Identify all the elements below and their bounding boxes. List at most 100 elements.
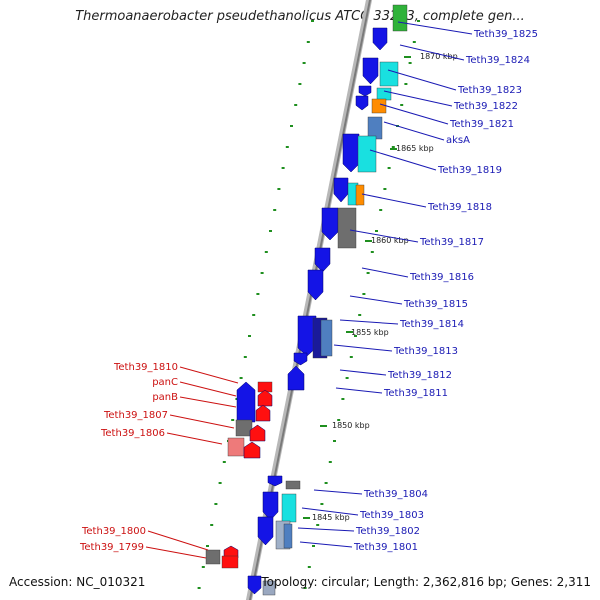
tick-mark [370,251,374,253]
reverse-gene-label[interactable]: Teth39_1800 [81,526,146,537]
gene-arrow[interactable] [257,389,273,407]
reverse-gene-label[interactable]: Teth39_1810 [113,362,178,373]
tick-mark [290,125,293,127]
tick-mark [298,83,302,85]
forward-gene-label[interactable]: Teth39_1815 [403,299,468,310]
gene-block[interactable] [227,437,245,457]
leader-line [166,432,223,445]
gene-block[interactable] [376,87,392,101]
gene-block[interactable] [285,480,301,490]
reverse-gene-label[interactable]: panC [152,377,178,388]
reverse-gene-label[interactable]: panB [152,392,178,403]
leader-line [361,267,409,278]
tick-mark [337,419,341,421]
forward-gene-label[interactable]: Teth39_1824 [465,55,530,66]
leader-line [379,103,449,125]
gene-arrow[interactable] [342,133,360,173]
forward-gene-label[interactable]: Teth39_1814 [399,319,464,330]
gene-arrow[interactable] [243,441,261,459]
leader-line [399,44,465,61]
tick-mark [349,356,353,358]
gene-arrow[interactable] [257,516,274,546]
forward-gene-label[interactable]: Teth39_1811 [383,388,448,399]
leader-line [383,90,453,107]
tick-mark [316,524,320,526]
tick-mark [252,314,256,316]
gene-features [205,4,408,596]
tick-mark [312,545,315,547]
gene-block[interactable] [355,184,365,206]
gene-arrow[interactable] [307,269,324,301]
tick-mark [341,398,345,400]
gene-block[interactable] [337,207,357,249]
tick-mark [311,20,314,22]
tick-mark [354,335,357,337]
forward-gene-label[interactable]: Teth39_1812 [387,370,452,381]
forward-gene-label[interactable]: Teth39_1822 [453,101,518,112]
gene-arrow[interactable] [314,247,331,273]
gene-arrow[interactable] [262,491,279,521]
leader-line [349,295,403,305]
tick-mark [231,419,235,421]
gene-block[interactable] [367,116,383,140]
leader-line [179,381,237,397]
gene-arrow[interactable] [255,404,271,422]
gene-block[interactable] [283,523,293,549]
forward-gene-label[interactable]: Teth39_1813 [393,346,458,357]
forward-gene-label[interactable]: Teth39_1816 [409,272,474,283]
forward-gene-label[interactable]: Teth39_1804 [363,489,428,500]
gene-block[interactable] [379,61,399,87]
gene-arrow[interactable] [236,381,256,423]
tick-mark [206,545,209,547]
gene-block[interactable] [221,555,239,569]
gene-block[interactable] [357,135,377,173]
forward-gene-label[interactable]: Teth39_1802 [355,526,420,537]
gene-block[interactable] [235,419,253,437]
gene-arrow[interactable] [333,177,349,203]
leader-line [297,527,355,532]
gene-block[interactable] [281,493,297,523]
forward-gene-label[interactable]: Teth39_1819 [437,165,502,176]
gene-arrow[interactable] [249,424,266,442]
gene-block[interactable] [262,580,276,596]
gene-block[interactable] [320,319,333,357]
reverse-gene-label[interactable]: Teth39_1807 [103,410,168,421]
gene-block[interactable] [205,549,221,565]
gene-arrow[interactable] [293,352,308,366]
gene-arrow[interactable] [362,57,379,85]
forward-gene-label[interactable]: Teth39_1823 [457,85,522,96]
gene-arrow[interactable] [297,315,317,357]
tick-mark [256,293,260,295]
kbp-marker-label: 1860 kbp [371,236,409,245]
forward-gene-label[interactable]: Teth39_1803 [359,510,424,521]
gene-arrow[interactable] [247,575,262,595]
tick-mark [218,482,222,484]
major-tick [320,425,327,427]
gene-arrow[interactable] [358,85,372,97]
tick-mark [358,314,362,316]
tick-mark [281,167,285,169]
forward-gene-label[interactable]: Teth39_1821 [449,119,514,130]
reverse-gene-label[interactable]: Teth39_1806 [100,428,165,439]
tick-mark [302,62,306,64]
forward-gene-label[interactable]: Teth39_1825 [473,29,538,40]
gene-arrow[interactable] [372,27,388,51]
tick-mark [320,503,324,505]
gene-block[interactable] [392,4,408,32]
forward-gene-label[interactable]: aksA [446,135,470,146]
forward-gene-label[interactable]: Teth39_1818 [427,202,492,213]
gene-arrow[interactable] [355,95,369,111]
reverse-gene-label[interactable]: Teth39_1799 [79,542,144,553]
leader-line [397,21,473,35]
gene-arrow[interactable] [287,365,305,391]
tick-mark [400,104,404,106]
tick-mark [277,188,281,190]
leader-line [169,414,235,429]
gene-block[interactable] [371,98,387,114]
gene-arrow[interactable] [267,475,283,487]
tick-mark [248,335,251,337]
gene-arrow[interactable] [321,207,339,241]
forward-gene-label[interactable]: Teth39_1801 [353,542,418,553]
forward-gene-label[interactable]: Teth39_1817 [419,237,484,248]
